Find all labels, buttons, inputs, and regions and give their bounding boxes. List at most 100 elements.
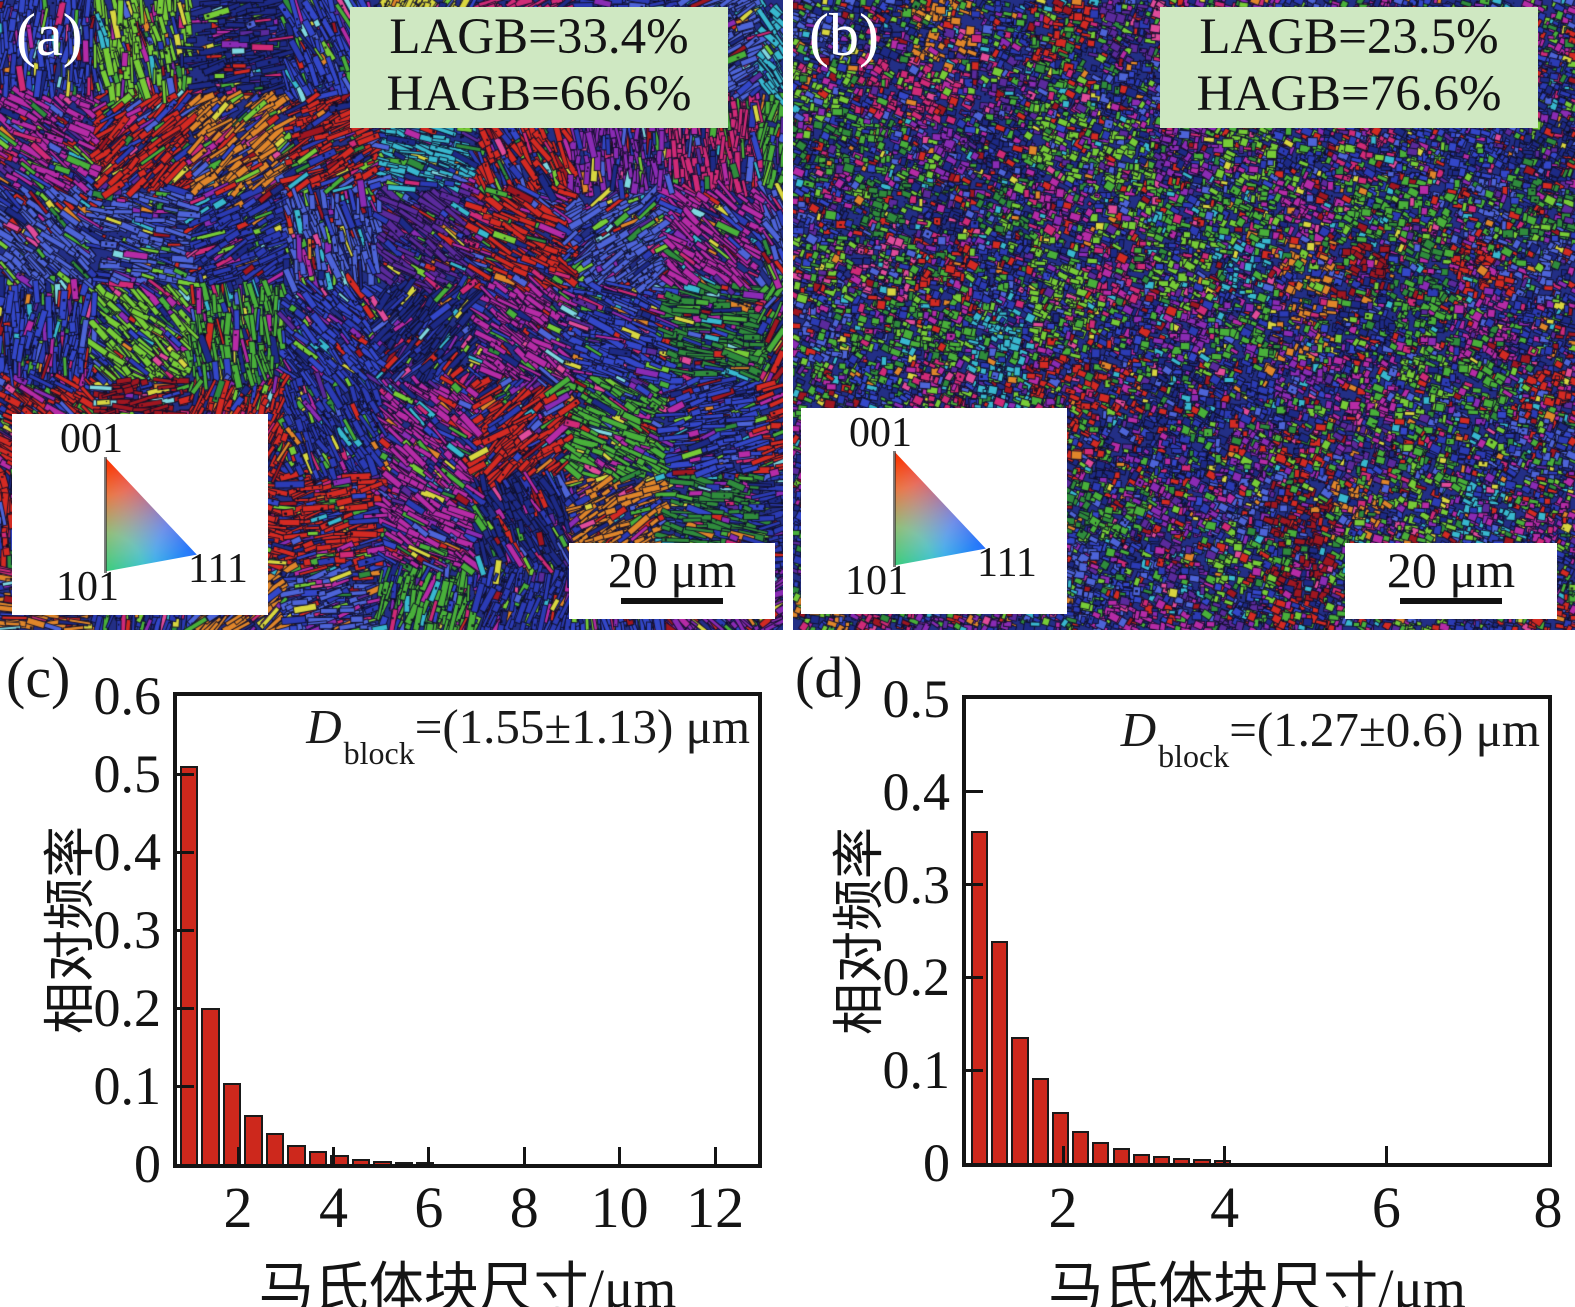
x-axis-tick [1223, 1146, 1227, 1163]
dblock-annotation-c: Dblock=(1.55±1.13) μm [306, 698, 750, 769]
x-axis-tick [618, 1147, 622, 1164]
panel-b-stats-box: LAGB=23.5% HAGB=76.6% [1160, 7, 1538, 128]
panel-b-letter: (b) [809, 2, 879, 68]
ipf-triangle-edge [104, 457, 107, 573]
y-tick-label: 0.2 [882, 947, 951, 1008]
histogram-bar [1092, 1141, 1110, 1163]
x-axis-tick [522, 1147, 526, 1164]
x-tick-label: 12 [686, 1175, 745, 1240]
histogram-bar [1011, 1036, 1029, 1163]
histogram-bar [265, 1132, 285, 1164]
x-axis-tick [236, 1147, 240, 1164]
histogram-bar [1031, 1077, 1049, 1163]
x-tick-label: 8 [1533, 1175, 1563, 1240]
histogram-bar [179, 766, 199, 1164]
dblock-subscript: block [343, 734, 415, 771]
panel-a-ebsd-map: (a) LAGB=33.4% HAGB=66.6% 001 101 111 20… [0, 0, 783, 630]
y-tick-label: 0.5 [882, 669, 951, 729]
histogram-bar [287, 1145, 306, 1164]
dblock-value: =(1.27±0.6) μm [1229, 702, 1540, 757]
y-tick-label: 0.5 [93, 744, 162, 804]
y-tick-label: 0.6 [93, 666, 162, 726]
lagb-value-b: LAGB=23.5% [1199, 9, 1499, 65]
ipf-legend-a: 001 101 111 [12, 414, 268, 615]
y-axis-tick [966, 1068, 983, 1072]
dblock-subscript: block [1158, 737, 1230, 774]
y-tick-label: 0.1 [882, 1040, 951, 1101]
scale-bar-a-line [621, 598, 723, 604]
panel-c-letter: (c) [6, 645, 71, 710]
panel-a-stats-box: LAGB=33.4% HAGB=66.6% [350, 7, 728, 128]
histogram-bar [1112, 1148, 1130, 1163]
scale-bar-b: 20 μm [1345, 543, 1557, 619]
ipf-label-111: 111 [188, 546, 248, 592]
panel-a-letter: (a) [16, 2, 83, 68]
x-tick-label: 4 [318, 1175, 348, 1240]
histogram-bar [308, 1150, 328, 1164]
dblock-symbol: D [306, 699, 342, 754]
y-tick-label: 0.4 [882, 761, 951, 822]
lagb-value-a: LAGB=33.4% [389, 9, 689, 65]
ipf-legend-b: 001 101 111 [801, 408, 1067, 614]
x-tick-label: 6 [414, 1175, 444, 1240]
histogram-bar [971, 830, 989, 1163]
y-tick-label: 0.3 [93, 900, 162, 960]
x-tick-label: 2 [1048, 1175, 1078, 1240]
ipf-label-001: 001 [60, 416, 123, 462]
y-tick-label: 0 [134, 1134, 161, 1194]
x-axis-label-d: 马氏体块尺寸/μm [1048, 1258, 1466, 1307]
scale-bar-b-text: 20 μm [1386, 542, 1516, 598]
histogram-bar [416, 1162, 435, 1164]
dblock-annotation-d: Dblock=(1.27±0.6) μm [1120, 701, 1540, 772]
x-axis-tick [1061, 1146, 1065, 1163]
scale-bar-a-text: 20 μm [607, 542, 737, 598]
x-tick-label: 8 [509, 1175, 539, 1240]
x-axis-tick [331, 1147, 335, 1164]
ipf-triangle-edge [893, 451, 896, 567]
chart-c-histogram: (c) 相对频率 Dblock=(1.55±1.13) μm 马氏体块尺寸/μm… [0, 646, 783, 1307]
chart-d-histogram: (d) 相对频率 Dblock=(1.27±0.6) μm 马氏体块尺寸/μm … [793, 646, 1575, 1307]
y-tick-label: 0.2 [93, 978, 162, 1038]
x-axis-label-c: 马氏体块尺寸/μm [258, 1258, 677, 1307]
histogram-bar [373, 1160, 392, 1164]
y-axis-tick [177, 850, 194, 854]
histogram-bar [351, 1158, 371, 1164]
histogram-bar [1051, 1111, 1070, 1163]
histogram-bar [244, 1114, 263, 1164]
x-tick-label: 10 [590, 1175, 649, 1240]
histogram-bar [1193, 1159, 1211, 1163]
scale-bar-a: 20 μm [569, 543, 775, 619]
plot-area-c: Dblock=(1.55±1.13) μm [173, 692, 762, 1168]
y-tick-label: 0.3 [882, 854, 951, 915]
x-tick-label: 2 [223, 1175, 253, 1240]
y-axis-tick [177, 928, 194, 932]
histogram-bar [201, 1008, 220, 1164]
histogram-bar [394, 1161, 414, 1164]
ipf-label-001: 001 [849, 410, 912, 456]
plot-area-d: Dblock=(1.27±0.6) μm [962, 695, 1552, 1167]
hagb-value-b: HAGB=76.6% [1196, 66, 1502, 122]
x-tick-label: 4 [1210, 1175, 1240, 1240]
dblock-symbol: D [1120, 702, 1157, 757]
histogram-bar [1173, 1158, 1191, 1163]
y-axis-tick [177, 1006, 194, 1010]
x-axis-tick [713, 1147, 717, 1164]
y-axis-tick [966, 883, 983, 887]
hagb-value-a: HAGB=66.6% [386, 66, 692, 122]
y-axis-tick [177, 1084, 194, 1088]
dblock-value: =(1.55±1.13) μm [414, 699, 750, 754]
ipf-label-101: 101 [56, 564, 119, 610]
x-tick-label: 6 [1371, 1175, 1401, 1240]
panel-b-ebsd-map: (b) LAGB=23.5% HAGB=76.6% 001 101 111 20… [793, 0, 1575, 630]
histogram-bar [1213, 1160, 1231, 1163]
y-axis-tick [966, 975, 983, 979]
histogram-bar [330, 1155, 349, 1164]
histogram-bar [222, 1082, 242, 1164]
y-axis-tick [966, 790, 983, 794]
ipf-label-111: 111 [977, 540, 1037, 586]
histogram-bar [1132, 1153, 1150, 1163]
histogram-bar [1072, 1130, 1090, 1163]
x-axis-tick [1384, 1146, 1388, 1163]
panel-d-letter: (d) [795, 645, 863, 710]
